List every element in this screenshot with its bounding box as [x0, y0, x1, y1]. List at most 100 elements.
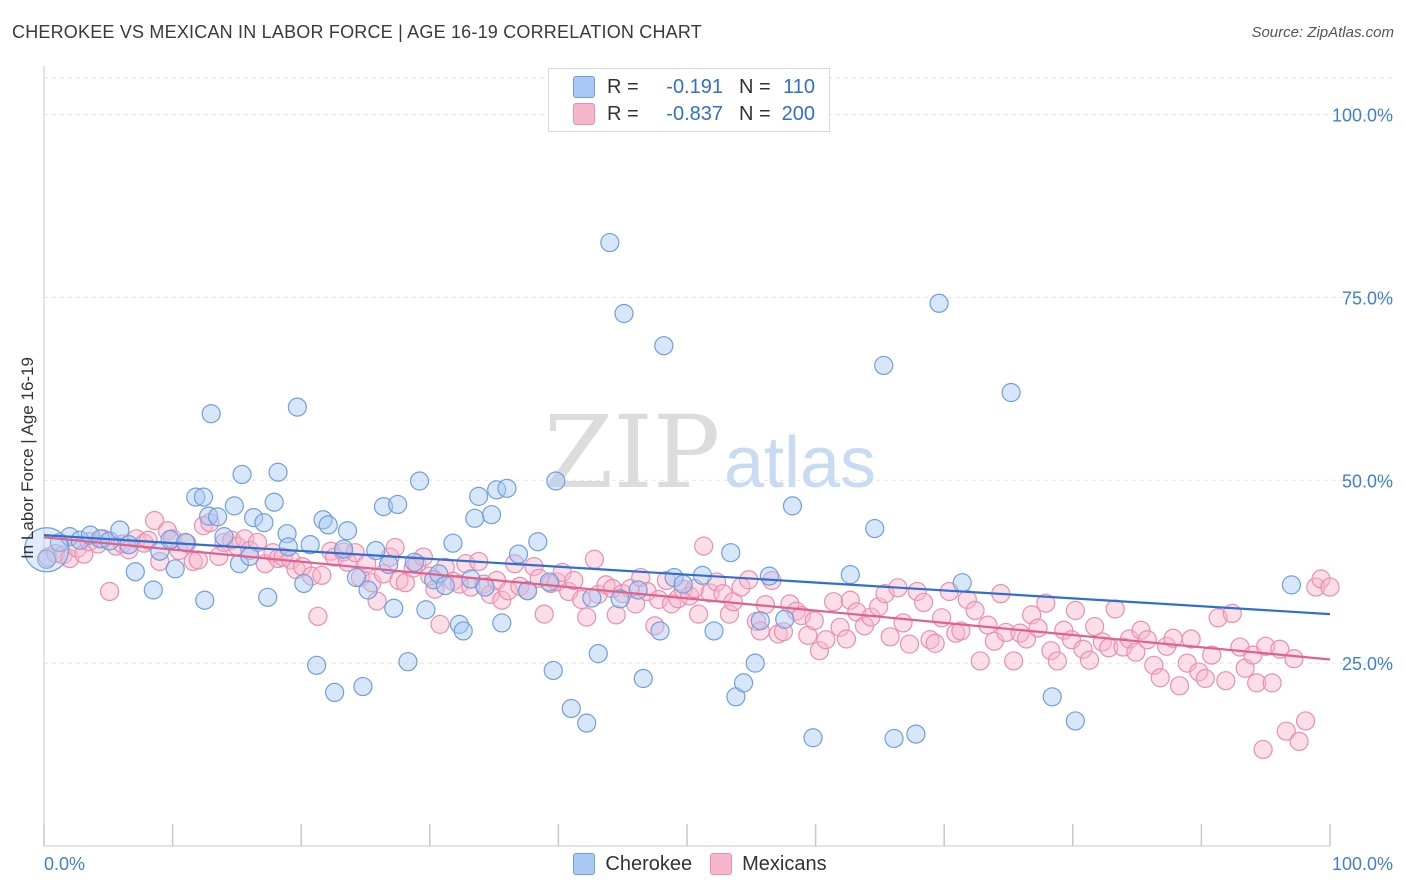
point-cherokee [475, 577, 495, 597]
point-cherokee [481, 505, 502, 525]
point-cherokee [258, 587, 278, 607]
point-cherokee [337, 521, 358, 541]
point-cherokee [517, 581, 538, 601]
point-cherokee [497, 478, 517, 498]
legend-row-mexicans: R = -0.837 N = 200 [573, 101, 815, 127]
point-mexicans [1085, 616, 1105, 637]
n-value-cherokee: 110 [783, 75, 815, 98]
point-cherokee [358, 580, 378, 600]
point-cherokee [208, 507, 228, 527]
point-cherokee [782, 496, 803, 516]
point-cherokee [884, 728, 904, 749]
point-cherokee [633, 668, 653, 689]
point-mexicans [308, 606, 328, 626]
point-cherokee [165, 559, 185, 579]
point-cherokee [803, 728, 823, 748]
legend-item-cherokee[interactable]: Cherokee [573, 853, 692, 876]
point-mexicans [60, 548, 80, 569]
point-mexicans [688, 604, 709, 624]
point-cherokee [214, 527, 234, 547]
point-cherokee [409, 471, 430, 491]
point-cherokee [577, 713, 597, 733]
point-cherokee [254, 513, 274, 533]
point-cherokee [721, 543, 741, 563]
n-label: N = [739, 102, 771, 125]
point-cherokee [300, 535, 320, 555]
mexicans-swatch [573, 103, 595, 125]
point-cherokee [952, 573, 972, 593]
point-mexicans [1181, 629, 1201, 649]
point-mexicans [899, 634, 920, 654]
point-mexicans [1262, 673, 1282, 693]
watermark-atlas: atlas [724, 423, 876, 503]
point-mexicans [1284, 649, 1304, 669]
point-cherokee [232, 464, 252, 485]
point-cherokee [36, 549, 57, 569]
point-cherokee [759, 566, 779, 586]
y-tick-label: 50.0% [1342, 471, 1393, 491]
point-cherokee [318, 515, 338, 535]
point-mexicans [830, 617, 850, 637]
point-mexicans [606, 605, 626, 625]
series-legend: Cherokee Mexicans [0, 851, 1406, 877]
point-mexicans [1105, 599, 1125, 619]
point-mexicans [385, 537, 405, 558]
point-cherokee [465, 508, 485, 528]
point-mexicans [925, 633, 945, 653]
point-cherokee [840, 565, 860, 585]
point-cherokee [313, 510, 333, 530]
point-cherokee [650, 621, 670, 641]
legend-label-mexicans: Mexicans [742, 852, 827, 875]
y-tick-label: 25.0% [1342, 654, 1393, 674]
point-mexicans [529, 568, 549, 588]
point-mexicans [880, 627, 900, 647]
point-mexicans [1195, 668, 1215, 689]
point-mexicans [144, 510, 165, 531]
point-cherokee [268, 462, 288, 482]
point-cherokee [453, 621, 473, 641]
point-cherokee [435, 576, 455, 596]
trend-line-mexicans [43, 536, 1331, 661]
legend-item-mexicans[interactable]: Mexicans [710, 852, 827, 876]
point-mexicans [809, 641, 830, 661]
point-mexicans [1065, 600, 1085, 621]
correlation-legend: R = -0.191 N = 110 R = -0.837 N = 200 [548, 68, 830, 132]
point-mexicans [1041, 641, 1061, 661]
watermark: ZIP atlas [544, 394, 876, 511]
trend-lines [43, 534, 1331, 661]
point-mexicans [99, 581, 120, 602]
point-cherokee [404, 552, 424, 572]
x-tick-label: 100.0% [1332, 854, 1393, 874]
n-value-mexicans: 200 [781, 102, 815, 125]
point-mexicans [965, 600, 985, 621]
point-cherokee [906, 724, 926, 744]
point-mexicans [1256, 636, 1276, 656]
point-cherokee [508, 544, 529, 564]
point-cherokee [487, 480, 507, 500]
r-value-cherokee: -0.191 [666, 75, 723, 98]
cherokee-swatch [573, 76, 595, 98]
axes [43, 66, 1331, 847]
point-mexicans [970, 651, 990, 671]
point-cherokee [186, 487, 206, 507]
point-mexicans [430, 614, 450, 634]
point-cherokee [278, 537, 298, 557]
point-cherokee [334, 539, 354, 559]
tick-labels: 25.0% 50.0% 75.0% 100.0% 0.0% 100.0% [44, 106, 1393, 874]
point-mexicans [719, 604, 740, 624]
point-cherokee [733, 673, 754, 693]
point-mexicans [1131, 620, 1151, 640]
point-mexicans [1216, 671, 1236, 691]
point-mexicans [240, 540, 260, 561]
point-cherokee [469, 486, 489, 506]
point-cherokee [1042, 687, 1062, 707]
point-cherokee [588, 644, 608, 664]
point-mexicans [188, 550, 208, 570]
point-mexicans [1126, 642, 1146, 662]
point-cherokee [673, 574, 693, 594]
point-cherokee [443, 533, 463, 553]
point-cherokee [325, 682, 345, 703]
point-cherokee [224, 496, 244, 516]
point-mexicans [301, 566, 322, 586]
point-cherokee [143, 580, 163, 600]
